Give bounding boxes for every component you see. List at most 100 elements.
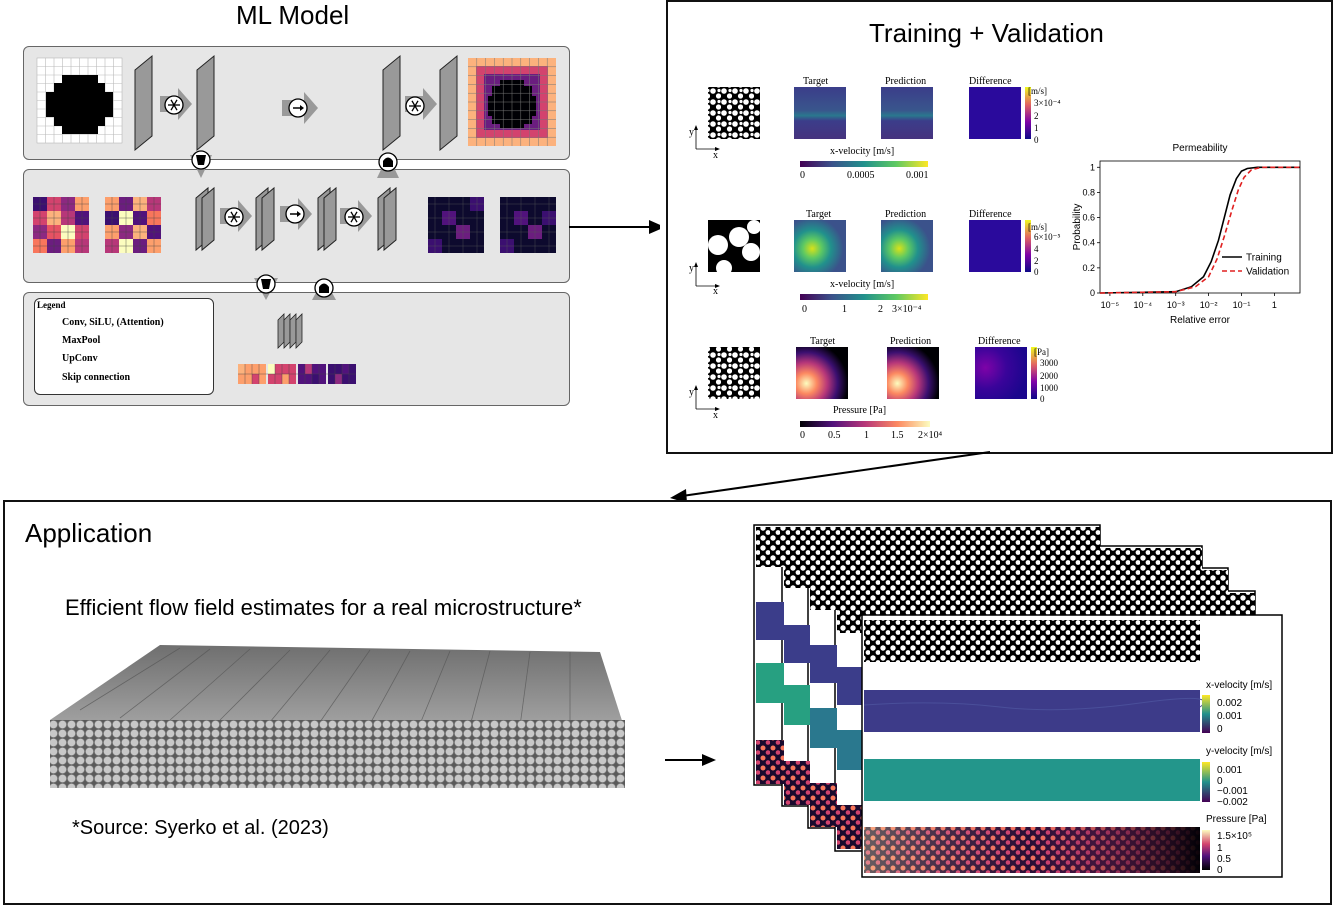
row2-colorbar-label: x-velocity [m/s] [830, 279, 895, 290]
y-tick-label: 0.4 [1082, 238, 1095, 248]
chart-title: Permeability [1172, 143, 1227, 154]
input-grid [36, 57, 123, 144]
row3-cbar-tick-1: 0.5 [828, 430, 841, 441]
row2-diff-tick-2: 2 [1034, 256, 1039, 266]
legend-label-training: Training [1246, 253, 1282, 264]
legend-box [34, 298, 214, 395]
x-tick-label: 10⁻¹ [1233, 300, 1251, 310]
series-line-validation [1099, 166, 1300, 294]
app-cbar3-tick-3: 0 [1217, 865, 1223, 876]
bottleneck-maps [238, 364, 356, 384]
row3-diff-tick-0: 3000 [1040, 358, 1058, 368]
row1-diff-unit: [m/s] [1028, 86, 1047, 96]
app-cbar3-label: Pressure [Pa] [1206, 814, 1267, 825]
row3-diff-tick-2: 1000 [1040, 383, 1058, 393]
y-tick-label: 0.8 [1082, 187, 1095, 197]
x-tick-label: 10⁻² [1200, 300, 1218, 310]
training-validation-title: Training + Validation [869, 18, 1104, 48]
row1-cbar-tick-1: 0.0005 [847, 170, 875, 181]
middle-output-map-left [428, 197, 484, 253]
middle-feature-map-left [33, 197, 89, 253]
x-tick-label: 1 [1272, 300, 1277, 310]
app-cbar1-tick-1: 0.001 [1217, 711, 1243, 722]
app-cbar3-tick-1: 1 [1217, 843, 1223, 854]
row2-cbar-tick-1: 1 [842, 304, 847, 315]
app-cbar3-tick-2: 0.5 [1217, 854, 1231, 865]
x-tick-label: 10⁻⁴ [1133, 300, 1152, 310]
row3-colorbar-label: Pressure [Pa] [833, 405, 887, 416]
row2-axis-x: x [713, 286, 718, 297]
ml-model-diagram [33, 54, 660, 388]
y-tick-label: 0.6 [1082, 213, 1095, 223]
row2-cbar-tick-3: 3×10⁻⁴ [892, 304, 922, 315]
row1-diff-tick-0: 3×10⁻⁴ [1034, 98, 1061, 108]
middle-feature-map-right [105, 197, 161, 253]
row2-diff-tick-3: 0 [1034, 267, 1039, 277]
app-cbar2-tick-3: −0.002 [1217, 797, 1248, 808]
x-tick-label: 10⁻³ [1167, 300, 1185, 310]
output-grid [468, 58, 556, 146]
legend-heading: Legend [37, 300, 66, 310]
row1-cbar-tick-2: 0.001 [906, 170, 929, 181]
row2-axis-y: y [689, 263, 694, 274]
row3-diff-tick-3: 0 [1040, 394, 1045, 404]
app-cbar3-tick-0: 1.5×10⁵ [1217, 831, 1253, 842]
row1-prediction-label: Prediction [885, 76, 927, 87]
row2-difference-label: Difference [969, 209, 1012, 220]
application-source: *Source: Syerko et al. (2023) [72, 817, 329, 839]
series-line-training [1099, 166, 1300, 294]
row3-cbar-tick-2: 1 [864, 430, 869, 441]
row1-axis-x: x [713, 150, 718, 161]
stacked-prediction-frames [753, 524, 1283, 878]
row3-prediction-label: Prediction [890, 336, 932, 347]
row2-target-label: Target [806, 209, 832, 220]
row1-diff-tick-2: 1 [1034, 123, 1039, 133]
app-cbar1-label: x-velocity [m/s] [1206, 680, 1273, 691]
row1-diff-tick-1: 2 [1034, 111, 1039, 121]
row2-cbar-tick-2: 2 [878, 304, 883, 315]
row2-diff-tick-0: 6×10⁻⁵ [1034, 232, 1061, 242]
arrow-to-application [670, 451, 991, 503]
row3-axis-y: y [689, 387, 694, 398]
training-images [694, 87, 1037, 427]
x-tick-label: 10⁻⁵ [1101, 300, 1120, 310]
row2-prediction-label: Prediction [885, 209, 927, 220]
row2-diff-tick-1: 4 [1034, 244, 1039, 254]
middle-output-map-right [500, 197, 556, 253]
application-title: Application [25, 518, 153, 548]
application-arrow [665, 754, 716, 766]
row2-cbar-tick-0: 0 [802, 304, 807, 315]
chart-frame [1099, 160, 1301, 294]
app-cbar2-tick-1: 0 [1217, 776, 1223, 787]
permeability-chart: Permeability Relative error Probability 10⁻… [1072, 143, 1301, 326]
row3-difference-label: Difference [978, 336, 1021, 347]
row2-diff-unit: [m/s] [1028, 222, 1047, 232]
app-cbar2-tick-0: 0.001 [1217, 765, 1243, 776]
y-axis-label: Probability [1072, 204, 1083, 251]
row1-cbar-tick-0: 0 [800, 170, 805, 181]
row3-diff-unit: [Pa] [1034, 347, 1049, 357]
y-tick-label: 1 [1090, 162, 1095, 172]
microstructure-render [50, 645, 625, 788]
legend-skip-label: Skip connection [62, 372, 131, 383]
row1-axis-y: y [689, 127, 694, 138]
legend-upconv-label: UpConv [62, 353, 98, 364]
legend-maxpool-label: MaxPool [62, 335, 101, 346]
x-axis-label: Relative error [1170, 315, 1231, 326]
row1-diff-tick-3: 0 [1034, 135, 1039, 145]
row3-cbar-tick-0: 0 [800, 430, 805, 441]
row3-diff-tick-1: 2000 [1040, 371, 1058, 381]
app-cbar1-tick-0: 0.002 [1217, 698, 1243, 709]
row1-colorbar-label: x-velocity [m/s] [830, 146, 895, 157]
legend-conv-label: Conv, SiLU, (Attention) [62, 317, 164, 328]
app-cbar2-tick-2: −0.001 [1217, 786, 1248, 797]
y-tick-label: 0 [1090, 288, 1095, 298]
legend-label-validation: Validation [1246, 267, 1289, 278]
row3-cbar-tick-4: 2×10⁴ [918, 430, 943, 441]
app-cbar1-tick-2: 0 [1217, 724, 1223, 735]
row1-difference-label: Difference [969, 76, 1012, 87]
row3-target-label: Target [810, 336, 836, 347]
application-subtitle: Efficient flow field estimates for a rea… [65, 595, 582, 620]
row1-target-label: Target [803, 76, 829, 87]
y-tick-label: 0.2 [1082, 263, 1095, 273]
